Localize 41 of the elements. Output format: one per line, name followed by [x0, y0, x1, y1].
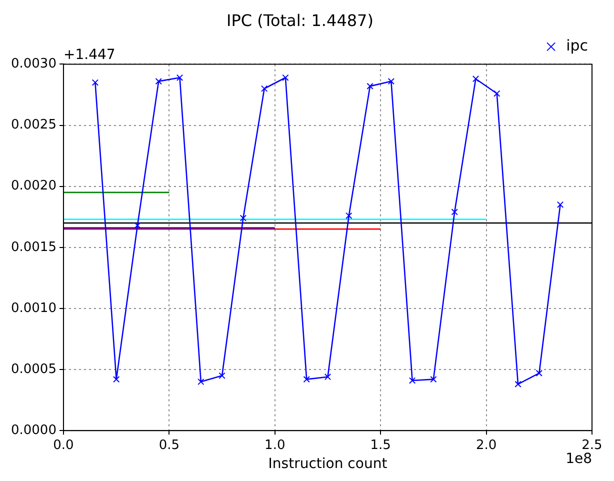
point	[388, 78, 394, 85]
point	[303, 376, 310, 383]
point	[282, 74, 289, 81]
point	[494, 90, 500, 97]
point	[240, 214, 247, 222]
point	[176, 74, 184, 81]
y-tick-label: 0.0005	[10, 362, 56, 377]
point	[366, 82, 374, 90]
point	[430, 376, 437, 383]
point	[324, 374, 332, 380]
point	[92, 79, 99, 86]
point	[408, 377, 416, 384]
y-tick-label: 0.0020	[10, 178, 56, 194]
point	[198, 378, 204, 386]
x-tick-label: 2.0	[476, 438, 497, 453]
chart-title: IPC (Total: 1.4487)	[226, 10, 374, 30]
point	[155, 78, 162, 85]
text: 1e8	[566, 451, 592, 468]
x-tick-label: 0.0	[53, 438, 74, 453]
y-tick-label: 0.0015	[10, 240, 56, 255]
x-axis-title: Instruction count	[268, 456, 388, 472]
point	[472, 76, 480, 82]
point	[451, 208, 458, 216]
point	[113, 376, 120, 383]
point	[260, 85, 268, 92]
x-tick-label: 1.5	[370, 438, 391, 453]
x-tick-label: 0.5	[158, 438, 180, 453]
y-tick-label: 0.0000	[10, 422, 56, 438]
point	[514, 380, 522, 388]
y-tick-label: 0.0025	[10, 118, 56, 133]
point	[556, 201, 564, 208]
point	[346, 212, 352, 219]
legend-label: ipc	[566, 36, 588, 55]
y-tick-label: 0.0010	[10, 300, 56, 316]
y-tick-label: 0.0030	[10, 56, 56, 72]
text: +1.447	[63, 46, 116, 63]
point	[218, 372, 226, 379]
x-tick-label: 2.5	[582, 438, 602, 453]
point	[134, 222, 141, 229]
x-tick-label: 1.0	[264, 438, 286, 453]
point	[536, 370, 542, 377]
